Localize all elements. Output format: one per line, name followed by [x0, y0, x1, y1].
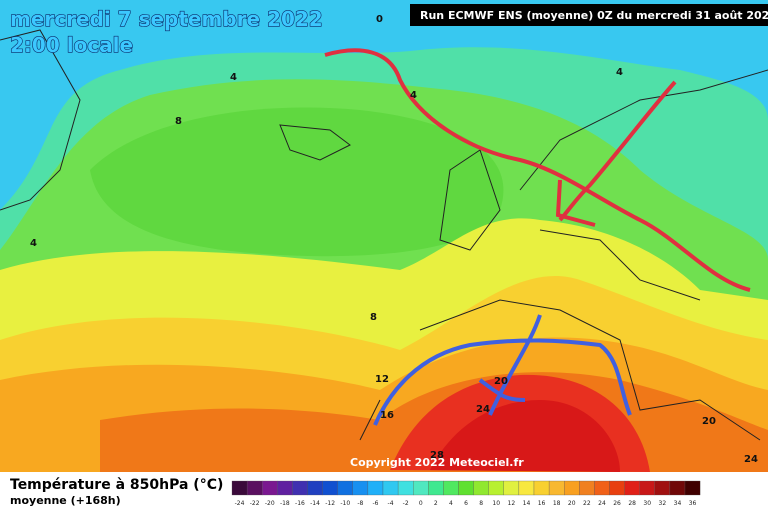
colorbar-cell — [397, 480, 414, 496]
colorbar-cell — [684, 480, 701, 496]
colorbar-label: 24 — [598, 500, 606, 507]
colorbar-cell — [548, 480, 565, 496]
colorbar-label: 10 — [492, 500, 500, 507]
colorbar-label: -20 — [265, 500, 275, 507]
copyright: Copyright 2022 Meteociel.fr — [350, 456, 524, 469]
colorbar-cell — [322, 480, 338, 496]
colorbar-label: 14 — [523, 500, 531, 507]
colorbar-cell — [624, 480, 640, 496]
colorbar-label: 8 — [479, 500, 483, 507]
contour-label: 16 — [380, 410, 394, 421]
colorbar-label: 18 — [553, 500, 561, 507]
map-time: 2:00 locale — [10, 33, 133, 57]
contour-label: 28 — [430, 450, 444, 461]
colorbar-label: 6 — [464, 500, 468, 507]
colorbar-cell — [262, 480, 278, 496]
contour-label: 24 — [744, 454, 758, 465]
colorbar-label: 2 — [434, 500, 438, 507]
contour-label: 20 — [494, 376, 508, 387]
colorbar-cell — [609, 480, 625, 496]
colorbar-cell — [277, 480, 293, 496]
colorbar-label: -24 — [235, 500, 245, 507]
colorbar-label: 36 — [689, 500, 697, 507]
colorbar-label: -2 — [403, 500, 409, 507]
colorbar-cell — [428, 480, 444, 496]
colorbar-label: -8 — [357, 500, 363, 507]
colorbar-cell — [639, 480, 655, 496]
colorbar-label: 16 — [538, 500, 546, 507]
colorbar-cell — [413, 480, 429, 496]
colorbar-label: 20 — [568, 500, 576, 507]
colorbar-label: -16 — [295, 500, 305, 507]
colorbar-label: -10 — [340, 500, 350, 507]
colorbar-label: 32 — [659, 500, 667, 507]
contour-label: 8 — [370, 312, 377, 323]
run-info: Run ECMWF ENS (moyenne) 0Z du mercredi 3… — [420, 9, 768, 22]
colorbar-label: -4 — [388, 500, 394, 507]
map-date: mercredi 7 septembre 2022 — [10, 7, 323, 31]
legend-title: Température à 850hPa (°C) — [10, 477, 223, 493]
contour-label: 4 — [230, 72, 237, 83]
colorbar-cell — [654, 480, 671, 496]
colorbar-cell — [669, 480, 686, 496]
contour-label: 4 — [30, 238, 37, 249]
colorbar-cell — [518, 480, 535, 496]
colorbar-cell — [458, 480, 474, 496]
colorbar-cell — [579, 480, 595, 496]
contour-label: 24 — [476, 404, 490, 415]
run-box — [410, 4, 768, 26]
colorbar-cell — [564, 480, 580, 496]
colorbar-cell — [367, 480, 384, 496]
colorbar-cell — [352, 480, 369, 496]
contour-label: 20 — [702, 416, 716, 427]
colorbar-cell — [503, 480, 520, 496]
colorbar-label: 22 — [583, 500, 591, 507]
colorbar-cell — [292, 480, 308, 496]
colorbar-label: -18 — [280, 500, 290, 507]
colorbar-cell — [307, 480, 323, 496]
colorbar-cell — [473, 480, 489, 496]
colorbar-label: 30 — [643, 500, 651, 507]
colorbar-cell — [246, 480, 263, 496]
colorbar-label: -14 — [310, 500, 320, 507]
contour-label: 4 — [616, 67, 623, 78]
colorbar-label: -6 — [372, 500, 378, 507]
colorbar-label: 0 — [419, 500, 423, 507]
contour-label: 4 — [410, 90, 417, 101]
colorbar-label: -22 — [250, 500, 260, 507]
contour-label: 8 — [175, 116, 182, 127]
colorbar-label: 34 — [674, 500, 682, 507]
colorbar-label: 4 — [449, 500, 453, 507]
colorbar-cell — [443, 480, 459, 496]
colorbar-cell — [488, 480, 504, 496]
legend-subtitle: moyenne (+168h) — [10, 494, 121, 507]
colorbar-label: 26 — [613, 500, 621, 507]
map — [0, 0, 768, 473]
colorbar-cell — [533, 480, 550, 496]
colorbar-label: 28 — [628, 500, 636, 507]
colorbar-label: -12 — [325, 500, 335, 507]
colorbar-cell — [337, 480, 353, 496]
contour-label: 12 — [375, 374, 389, 385]
colorbar-label: 12 — [508, 500, 516, 507]
contour-label: 0 — [376, 14, 383, 25]
colorbar-cell — [594, 480, 610, 496]
colorbar-cell — [231, 480, 248, 496]
colorbar-cell — [382, 480, 399, 496]
